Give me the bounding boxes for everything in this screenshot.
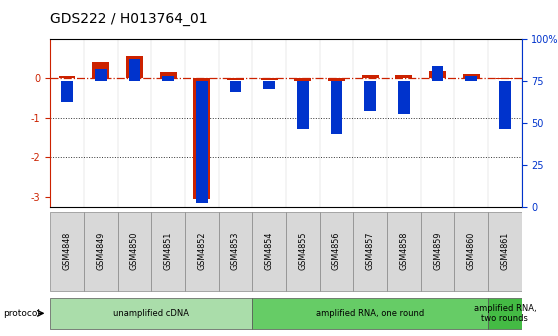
Text: GSM4854: GSM4854 <box>264 232 273 270</box>
Bar <box>328 78 345 81</box>
Bar <box>196 81 208 203</box>
Bar <box>92 61 109 78</box>
Bar <box>463 74 480 78</box>
Text: GSM4859: GSM4859 <box>433 232 442 270</box>
Text: amplified RNA,
two rounds: amplified RNA, two rounds <box>474 304 536 323</box>
Bar <box>396 75 412 78</box>
Bar <box>229 81 242 92</box>
Bar <box>50 298 252 329</box>
Bar <box>499 81 511 129</box>
Text: unamplified cDNA: unamplified cDNA <box>113 309 189 318</box>
Bar <box>227 78 244 80</box>
Bar <box>297 81 309 129</box>
Bar <box>50 212 84 291</box>
Text: GSM4853: GSM4853 <box>231 232 240 270</box>
Bar <box>263 81 275 89</box>
Text: protocol: protocol <box>3 309 40 318</box>
Bar <box>398 81 410 114</box>
Text: GSM4849: GSM4849 <box>96 232 105 270</box>
Bar <box>61 81 73 102</box>
Bar <box>421 212 454 291</box>
Text: amplified RNA, one round: amplified RNA, one round <box>316 309 424 318</box>
Bar <box>488 212 522 291</box>
Text: GSM4857: GSM4857 <box>365 232 374 270</box>
Bar <box>252 212 286 291</box>
Bar <box>261 78 277 80</box>
Text: GSM4850: GSM4850 <box>130 232 139 270</box>
Bar <box>118 212 151 291</box>
Bar <box>320 212 353 291</box>
Bar <box>295 78 311 81</box>
Bar <box>488 298 522 329</box>
Bar <box>497 78 513 79</box>
Text: GDS222 / H013764_01: GDS222 / H013764_01 <box>50 12 208 26</box>
Bar <box>353 212 387 291</box>
Text: GSM4860: GSM4860 <box>466 232 476 270</box>
Text: GSM4861: GSM4861 <box>501 232 509 270</box>
Text: GSM4856: GSM4856 <box>332 232 341 270</box>
Bar <box>59 76 75 78</box>
Bar <box>465 76 477 81</box>
Bar <box>387 212 421 291</box>
Bar <box>95 69 107 81</box>
Bar <box>128 59 140 81</box>
Bar <box>330 81 343 134</box>
Text: GSM4851: GSM4851 <box>163 232 172 270</box>
Text: GSM4858: GSM4858 <box>400 232 408 270</box>
Bar <box>160 72 176 78</box>
Bar <box>429 72 446 78</box>
Bar <box>84 212 118 291</box>
Bar <box>432 66 444 81</box>
Bar <box>194 78 210 199</box>
Bar <box>362 75 378 78</box>
Text: GSM4848: GSM4848 <box>62 232 71 270</box>
Text: GSM4855: GSM4855 <box>299 232 307 270</box>
Bar <box>151 212 185 291</box>
Bar <box>185 212 219 291</box>
Bar <box>454 212 488 291</box>
Bar <box>286 212 320 291</box>
Bar <box>162 76 174 81</box>
Bar <box>219 212 252 291</box>
Bar <box>364 81 376 111</box>
Bar <box>126 56 143 78</box>
Text: GSM4852: GSM4852 <box>198 232 206 270</box>
Bar <box>252 298 488 329</box>
